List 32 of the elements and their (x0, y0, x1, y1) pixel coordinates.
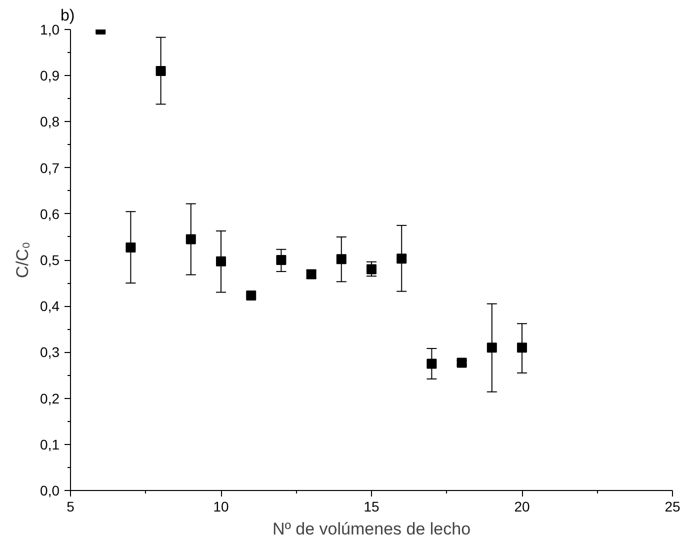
point (366, 264, 376, 274)
text: b) (60, 8, 75, 24)
x-tick-label: 5 (66, 498, 75, 514)
x-tick-label: 15 (364, 498, 380, 514)
y-tick-label: 0,3 (40, 344, 60, 360)
point (336, 254, 346, 264)
y-tick-label: 0,7 (40, 160, 60, 176)
y-tick-label: 0,5 (40, 252, 60, 268)
x-axis-title: Nº de volúmenes de lecho (272, 520, 471, 538)
point (276, 255, 286, 265)
y-tick-label: 0,2 (40, 390, 60, 406)
y-tick-label: 0,1 (40, 436, 60, 452)
point (456, 358, 467, 368)
point (216, 256, 226, 266)
point (156, 66, 166, 76)
point (396, 254, 407, 264)
point (186, 234, 196, 244)
y-tick-label: 0,6 (40, 206, 60, 222)
point (517, 342, 527, 353)
point (426, 358, 437, 369)
x-tick-label: 20 (514, 498, 530, 514)
y-tick-label: 0,0 (40, 482, 60, 498)
y-tick-label: 1,0 (40, 22, 60, 38)
point (486, 342, 497, 353)
y-tick-label: 0,8 (40, 114, 60, 130)
y-axis-title: C/C₀ (13, 242, 32, 278)
x-tick-label: 25 (664, 498, 680, 514)
x-tick-label: 10 (213, 498, 229, 514)
point (246, 290, 256, 300)
y-tick-label: 0,9 (40, 68, 60, 84)
point (126, 242, 136, 253)
y-tick-label: 0,4 (40, 298, 60, 314)
